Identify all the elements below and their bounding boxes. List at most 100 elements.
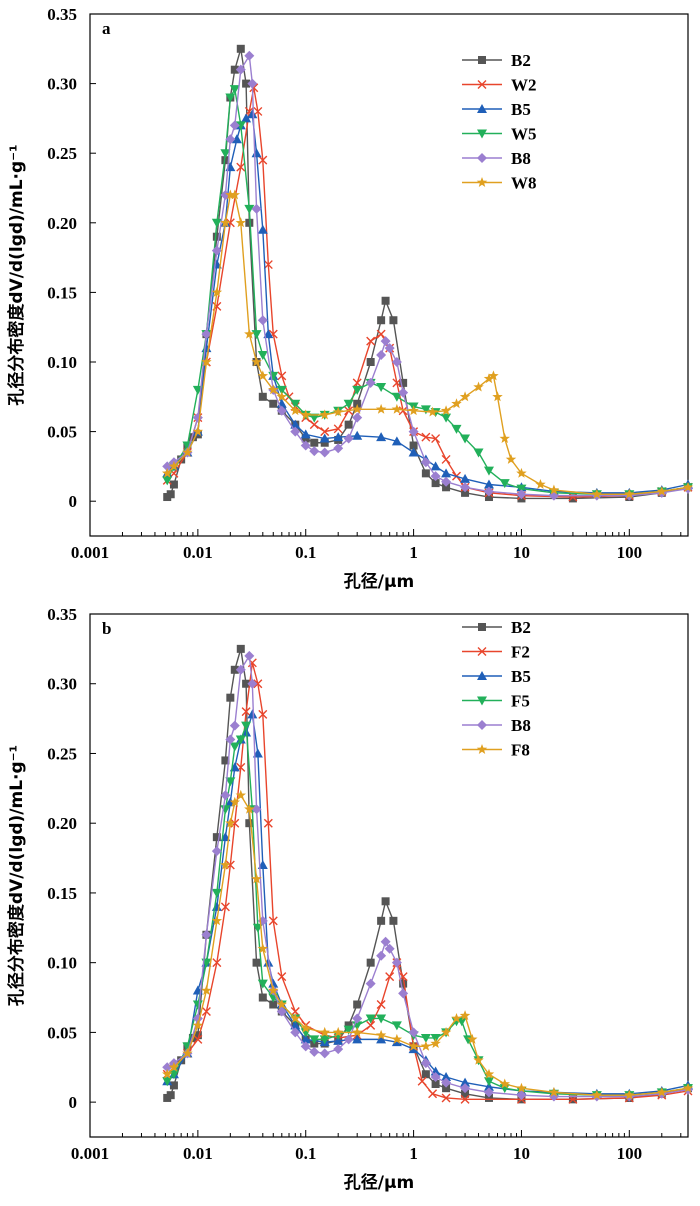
data-point bbox=[473, 381, 484, 392]
data-point bbox=[309, 446, 320, 457]
data-point bbox=[473, 448, 484, 458]
data-point bbox=[456, 1017, 467, 1027]
data-point bbox=[473, 1054, 484, 1065]
y-tick-label: 0.35 bbox=[47, 5, 77, 24]
data-point bbox=[459, 1010, 471, 1021]
data-point bbox=[251, 873, 262, 884]
data-point bbox=[221, 756, 230, 765]
legend-entry: W5 bbox=[462, 125, 537, 144]
chart-panel-a: 0.001 0.01 0.1 1 10 100 0 0.05 0.10 0.15 0.20 0.25 0… bbox=[6, 5, 694, 592]
data-point bbox=[182, 446, 193, 457]
data-point bbox=[483, 466, 494, 476]
data-point bbox=[399, 378, 408, 387]
data-point bbox=[241, 707, 251, 717]
data-point bbox=[408, 447, 419, 457]
x-tick-label: 0.01 bbox=[183, 1144, 213, 1163]
legend-entry: B8 bbox=[462, 149, 531, 168]
data-point bbox=[451, 424, 462, 434]
data-point bbox=[391, 357, 402, 367]
data-point bbox=[376, 950, 387, 961]
panel-letter: b bbox=[102, 619, 111, 638]
data-point bbox=[483, 479, 494, 489]
data-point bbox=[460, 1094, 470, 1104]
y-tick-label: 0.25 bbox=[47, 744, 77, 763]
data-point bbox=[365, 978, 376, 989]
data-point bbox=[225, 734, 236, 745]
data-point bbox=[568, 492, 578, 502]
data-point bbox=[352, 1013, 363, 1024]
data-point bbox=[211, 888, 222, 898]
data-point bbox=[499, 1078, 510, 1089]
data-point bbox=[420, 405, 431, 415]
data-point bbox=[276, 405, 287, 416]
data-point bbox=[375, 1029, 387, 1040]
data-point bbox=[344, 420, 353, 429]
data-point bbox=[252, 958, 261, 967]
data-point bbox=[166, 1091, 175, 1100]
data-point bbox=[332, 406, 344, 417]
data-point bbox=[656, 1086, 668, 1097]
data-point bbox=[319, 1026, 330, 1037]
data-point bbox=[229, 85, 240, 95]
series-B8 bbox=[162, 650, 693, 1102]
data-point bbox=[460, 473, 471, 483]
data-point bbox=[168, 1070, 179, 1080]
legend-entry: F2 bbox=[462, 643, 530, 662]
data-point bbox=[467, 1033, 478, 1044]
data-point bbox=[251, 148, 262, 158]
data-point bbox=[300, 429, 311, 439]
data-point bbox=[269, 399, 278, 408]
data-point bbox=[258, 709, 268, 719]
data-point bbox=[319, 447, 330, 458]
data-point bbox=[333, 424, 343, 434]
data-point bbox=[162, 1077, 173, 1087]
data-point bbox=[220, 149, 231, 159]
data-point bbox=[220, 859, 231, 870]
data-point bbox=[366, 958, 375, 967]
data-point bbox=[548, 484, 560, 495]
x-axis-title: 孔径/μm bbox=[344, 571, 414, 592]
data-point bbox=[516, 489, 527, 500]
data-point bbox=[389, 316, 398, 325]
data-point bbox=[460, 434, 471, 444]
data-point bbox=[236, 644, 245, 653]
data-point bbox=[344, 1021, 353, 1030]
data-point bbox=[431, 479, 440, 488]
data-point bbox=[483, 486, 494, 497]
legend-entry: B5 bbox=[462, 667, 531, 686]
legend-label: F8 bbox=[511, 741, 530, 760]
data-point bbox=[188, 433, 197, 442]
legend-label: B2 bbox=[511, 51, 531, 70]
data-point bbox=[548, 1091, 559, 1102]
data-point bbox=[225, 189, 236, 200]
data-point bbox=[440, 405, 452, 416]
data-point bbox=[421, 432, 431, 442]
y-tick-label: 0.20 bbox=[47, 814, 77, 833]
data-point bbox=[169, 1081, 178, 1090]
series-B8 bbox=[162, 50, 693, 501]
data-point bbox=[516, 467, 527, 478]
data-point bbox=[168, 1061, 180, 1072]
data-point bbox=[682, 1082, 694, 1093]
data-point bbox=[320, 438, 329, 447]
data-point bbox=[263, 818, 273, 828]
legend: B2 F2 B5 F5 B8 F8 bbox=[462, 618, 531, 760]
series-line bbox=[166, 714, 689, 1095]
data-point bbox=[220, 902, 230, 912]
data-point bbox=[229, 120, 240, 131]
data-point bbox=[430, 471, 441, 482]
x-tick-label: 100 bbox=[617, 1144, 643, 1163]
data-point bbox=[242, 79, 251, 88]
data-point bbox=[277, 371, 287, 381]
data-point bbox=[351, 1026, 363, 1037]
data-point bbox=[366, 358, 375, 366]
legend-marker bbox=[476, 177, 488, 187]
y-tick-label: 0.15 bbox=[47, 283, 77, 302]
data-point bbox=[408, 1040, 419, 1051]
legend-entry: B2 bbox=[462, 51, 531, 70]
data-point bbox=[301, 434, 310, 443]
data-point bbox=[333, 1035, 344, 1045]
legend-marker bbox=[477, 647, 487, 656]
data-point bbox=[253, 106, 263, 116]
